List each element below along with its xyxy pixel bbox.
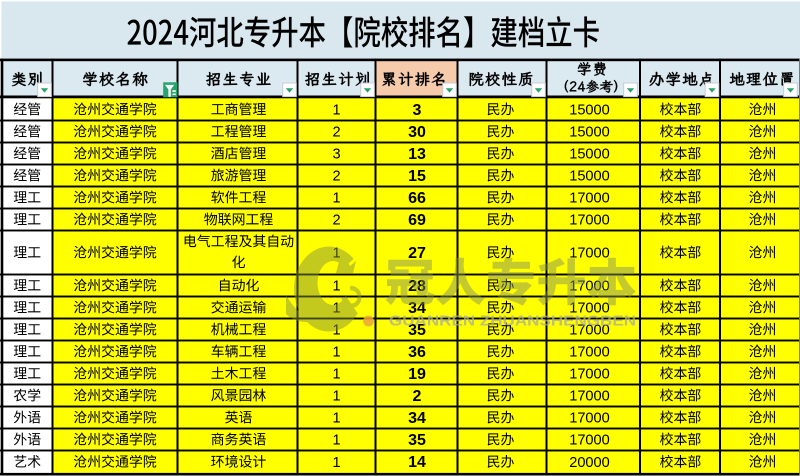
svg-text:1: 1 — [332, 246, 340, 262]
svg-text:GUANREN ZHUANSHENGBEN: GUANREN ZHUANSHENGBEN — [389, 313, 636, 330]
svg-text:17000: 17000 — [569, 389, 610, 405]
svg-text:15000: 15000 — [569, 125, 610, 141]
svg-text:34: 34 — [408, 410, 426, 427]
svg-text:17000: 17000 — [569, 345, 610, 361]
svg-text:14: 14 — [408, 454, 426, 471]
svg-text:1: 1 — [332, 345, 340, 361]
svg-text:1: 1 — [332, 411, 340, 427]
svg-text:36: 36 — [408, 344, 426, 361]
svg-text:1: 1 — [332, 433, 340, 449]
svg-text:17000: 17000 — [569, 367, 610, 383]
svg-text:35: 35 — [408, 322, 426, 339]
svg-text:17000: 17000 — [569, 191, 610, 207]
svg-text:1: 1 — [332, 323, 340, 339]
svg-text:69: 69 — [408, 212, 426, 229]
svg-text:17000: 17000 — [569, 213, 610, 229]
svg-text:17000: 17000 — [569, 323, 610, 339]
svg-text:3: 3 — [413, 102, 422, 119]
svg-text:15: 15 — [408, 168, 426, 185]
svg-text:17000: 17000 — [569, 246, 610, 262]
svg-text:27: 27 — [408, 245, 426, 262]
svg-text:66: 66 — [408, 190, 426, 207]
svg-text:20000: 20000 — [569, 455, 610, 471]
svg-text:13: 13 — [408, 146, 426, 163]
svg-text:1: 1 — [332, 455, 340, 471]
svg-text:35: 35 — [408, 432, 426, 449]
svg-text:15000: 15000 — [569, 103, 610, 119]
svg-text:2: 2 — [332, 169, 340, 185]
svg-text:30: 30 — [408, 124, 426, 141]
svg-text:15000: 15000 — [569, 169, 610, 185]
svg-text:19: 19 — [408, 366, 426, 383]
svg-text:17000: 17000 — [569, 433, 610, 449]
svg-text:1: 1 — [332, 367, 340, 383]
svg-text:15000: 15000 — [569, 147, 610, 163]
svg-text:2: 2 — [332, 125, 340, 141]
svg-text:3: 3 — [332, 147, 340, 163]
svg-text:2: 2 — [332, 213, 340, 229]
svg-text:1: 1 — [332, 389, 340, 405]
svg-text:17000: 17000 — [569, 301, 610, 317]
svg-text:17000: 17000 — [569, 411, 610, 427]
svg-text:1: 1 — [332, 279, 340, 295]
svg-text:1: 1 — [332, 301, 340, 317]
svg-text:1: 1 — [332, 103, 340, 119]
svg-text:2: 2 — [413, 388, 422, 405]
svg-text:1: 1 — [332, 191, 340, 207]
